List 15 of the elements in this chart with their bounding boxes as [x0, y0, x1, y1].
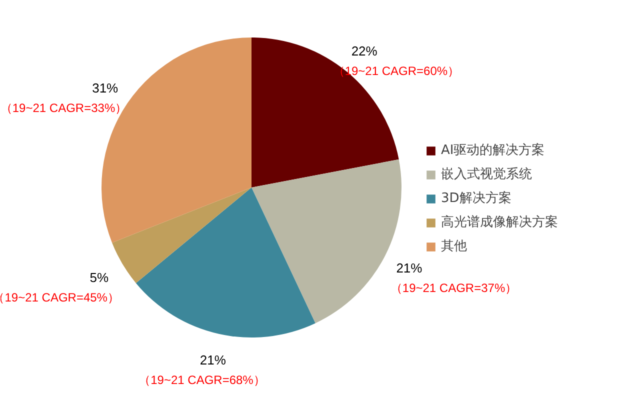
text: （19~21 CAGR=68%） — [138, 373, 266, 388]
data-label: 21% — [200, 352, 226, 368]
text: （19~21 CAGR=45%） — [0, 290, 120, 305]
text: （19~21 CAGR=37%） — [390, 280, 518, 295]
data-label: 31% — [92, 80, 119, 96]
data-label: 5% — [90, 270, 109, 286]
data-label: 21% — [396, 260, 423, 276]
legend-label: 高光谱成像解决方案 — [441, 214, 558, 231]
legend-label: 3D解决方案 — [441, 190, 512, 207]
legend-label: 嵌入式视觉系统 — [441, 166, 532, 183]
text: （19~21 CAGR=33%） — [0, 101, 128, 116]
text: （19~21 CAGR=60%） — [332, 64, 460, 78]
legend-label: AI驱动的解决方案 — [441, 142, 545, 159]
data-label: 22% — [351, 44, 378, 59]
legend-label: 其他 — [441, 238, 467, 255]
